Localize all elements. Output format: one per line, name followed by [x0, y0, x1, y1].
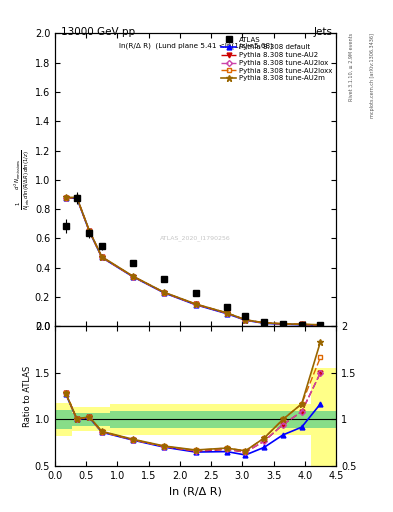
Pythia 8.308 tune-AU2loxx [243, 317, 248, 323]
Pythia 8.308 default [318, 322, 323, 328]
Pythia 8.308 tune-AU2m [262, 320, 266, 326]
Pythia 8.308 tune-AU2loxx [162, 289, 167, 295]
Pythia 8.308 tune-AU2loxx [281, 321, 285, 327]
Y-axis label: $\frac{1}{N_{\mathrm{jets}}}\frac{d^2 N_{\mathrm{emissions}}}{d\ln(R/\Delta R)\,: $\frac{1}{N_{\mathrm{jets}}}\frac{d^2 N_… [13, 150, 33, 210]
Pythia 8.308 tune-AU2m [299, 321, 304, 327]
Text: Rivet 3.1.10, ≥ 2.9M events: Rivet 3.1.10, ≥ 2.9M events [349, 33, 354, 101]
Pythia 8.308 tune-AU2m [162, 289, 167, 295]
Pythia 8.308 tune-AU2loxx [131, 273, 136, 280]
Pythia 8.308 default [63, 195, 68, 201]
Pythia 8.308 tune-AU2loxx [75, 195, 79, 201]
Pythia 8.308 default [262, 320, 266, 326]
Line: Pythia 8.308 tune-AU2lox: Pythia 8.308 tune-AU2lox [64, 196, 323, 327]
Pythia 8.308 tune-AU2lox [262, 320, 266, 326]
Pythia 8.308 tune-AU2 [262, 320, 266, 326]
X-axis label: ln (R/Δ R): ln (R/Δ R) [169, 486, 222, 496]
Pythia 8.308 tune-AU2 [99, 254, 104, 260]
Line: Pythia 8.308 default: Pythia 8.308 default [63, 196, 323, 328]
Pythia 8.308 tune-AU2lox [75, 195, 79, 201]
Y-axis label: Ratio to ATLAS: Ratio to ATLAS [23, 366, 32, 427]
Pythia 8.308 tune-AU2m [87, 228, 92, 234]
Text: ATLAS_2020_I1790256: ATLAS_2020_I1790256 [160, 236, 231, 241]
Pythia 8.308 tune-AU2m [75, 195, 79, 201]
Pythia 8.308 default [99, 254, 104, 261]
Line: Pythia 8.308 tune-AU2loxx: Pythia 8.308 tune-AU2loxx [64, 196, 323, 327]
Pythia 8.308 default [131, 274, 136, 280]
Pythia 8.308 tune-AU2lox [281, 321, 285, 327]
Pythia 8.308 tune-AU2lox [63, 195, 68, 201]
Pythia 8.308 default [162, 290, 167, 296]
Pythia 8.308 default [281, 321, 285, 327]
Pythia 8.308 tune-AU2 [193, 301, 198, 307]
Pythia 8.308 default [224, 311, 229, 317]
Pythia 8.308 tune-AU2lox [131, 273, 136, 280]
Pythia 8.308 tune-AU2m [243, 317, 248, 323]
Pythia 8.308 tune-AU2m [131, 273, 136, 280]
Pythia 8.308 tune-AU2lox [224, 310, 229, 316]
Pythia 8.308 tune-AU2m [63, 195, 68, 201]
Line: Pythia 8.308 tune-AU2: Pythia 8.308 tune-AU2 [63, 195, 323, 328]
Pythia 8.308 tune-AU2loxx [262, 320, 266, 326]
Pythia 8.308 tune-AU2lox [87, 228, 92, 234]
Pythia 8.308 tune-AU2loxx [318, 322, 323, 328]
Pythia 8.308 default [75, 195, 79, 201]
Legend: ATLAS, Pythia 8.308 default, Pythia 8.308 tune-AU2, Pythia 8.308 tune-AU2lox, Py: ATLAS, Pythia 8.308 default, Pythia 8.30… [219, 35, 334, 83]
Pythia 8.308 tune-AU2 [162, 290, 167, 296]
Pythia 8.308 tune-AU2 [75, 195, 79, 201]
Pythia 8.308 tune-AU2m [99, 253, 104, 260]
Pythia 8.308 tune-AU2loxx [193, 301, 198, 307]
Pythia 8.308 tune-AU2 [131, 273, 136, 280]
Text: 13000 GeV pp: 13000 GeV pp [61, 27, 135, 37]
Pythia 8.308 tune-AU2lox [193, 301, 198, 307]
Pythia 8.308 tune-AU2 [224, 310, 229, 316]
Text: ln(R/Δ R)  (Lund plane 5.41 <ln(1/z)<5.68): ln(R/Δ R) (Lund plane 5.41 <ln(1/z)<5.68… [119, 42, 272, 49]
Pythia 8.308 tune-AU2 [87, 228, 92, 234]
Text: mcplots.cern.ch [arXiv:1306.3436]: mcplots.cern.ch [arXiv:1306.3436] [370, 33, 375, 118]
Pythia 8.308 tune-AU2loxx [87, 228, 92, 234]
Pythia 8.308 tune-AU2 [318, 322, 323, 328]
Pythia 8.308 tune-AU2m [224, 310, 229, 316]
Pythia 8.308 tune-AU2lox [162, 290, 167, 296]
Pythia 8.308 tune-AU2lox [243, 317, 248, 323]
Pythia 8.308 tune-AU2 [299, 322, 304, 328]
Pythia 8.308 tune-AU2 [63, 195, 68, 201]
Pythia 8.308 tune-AU2 [243, 317, 248, 323]
Pythia 8.308 tune-AU2loxx [224, 310, 229, 316]
Pythia 8.308 tune-AU2lox [318, 322, 323, 328]
Pythia 8.308 tune-AU2m [193, 301, 198, 307]
Pythia 8.308 tune-AU2 [281, 321, 285, 327]
Pythia 8.308 tune-AU2lox [299, 322, 304, 328]
Pythia 8.308 tune-AU2lox [99, 254, 104, 260]
Pythia 8.308 default [87, 228, 92, 234]
Pythia 8.308 default [243, 317, 248, 323]
Pythia 8.308 tune-AU2m [318, 322, 323, 328]
Pythia 8.308 tune-AU2loxx [99, 254, 104, 260]
Line: Pythia 8.308 tune-AU2m: Pythia 8.308 tune-AU2m [62, 194, 323, 328]
Pythia 8.308 default [193, 302, 198, 308]
Text: Jets: Jets [313, 27, 332, 37]
Pythia 8.308 default [299, 322, 304, 328]
Pythia 8.308 tune-AU2m [281, 321, 285, 327]
Pythia 8.308 tune-AU2loxx [63, 195, 68, 201]
Pythia 8.308 tune-AU2loxx [299, 321, 304, 327]
